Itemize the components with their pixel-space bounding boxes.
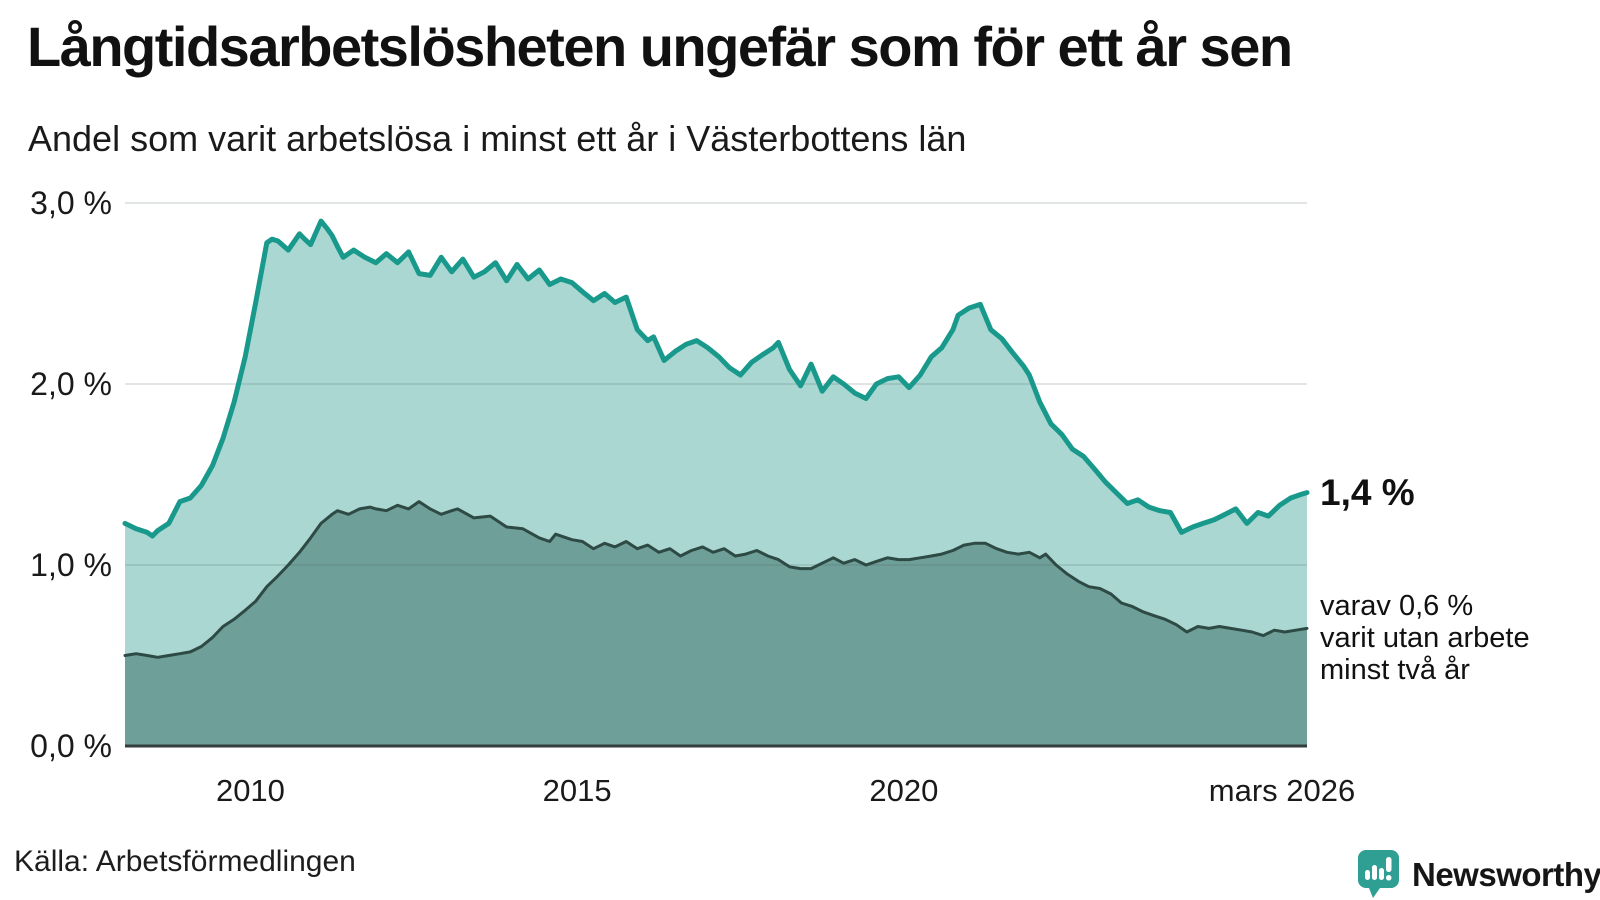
speech-bubble-shape [1358, 850, 1399, 898]
y-tick-label: 1,0 % [30, 547, 112, 583]
bar-3 [1379, 868, 1384, 880]
exclamation-dot [1386, 875, 1392, 881]
y-tick-label: 3,0 % [30, 185, 112, 221]
x-tick-label: 2015 [543, 773, 612, 808]
latest-value-label: 1,4 % [1320, 472, 1415, 513]
chart-subtitle: Andel som varit arbetslösa i minst ett å… [28, 118, 967, 159]
y-tick-label: 2,0 % [30, 366, 112, 402]
y-tick-label: 0,0 % [30, 728, 112, 764]
exclamation-bar [1386, 857, 1392, 872]
x-tick-label: 2010 [216, 773, 285, 808]
newsworthy-logo: Newsworthy [1358, 850, 1600, 898]
x-tick-label: mars 2026 [1209, 773, 1355, 808]
subseries-note: varav 0,6 % varit utan arbete minst två … [1320, 590, 1530, 686]
newsworthy-wordmark: Newsworthy [1412, 856, 1600, 893]
subseries-note-line-1: varav 0,6 % [1320, 590, 1474, 622]
series-line-two-years [123, 500, 1309, 659]
chart-title: Långtidsarbetslösheten ungefär som för e… [27, 15, 1293, 78]
series-area-two-years [125, 501, 1307, 746]
area-chart: 0,0 % 1,0 % 2,0 % 3,0 % 2010 2015 2020 mars 202… [30, 185, 1355, 808]
subseries-note-line-2: varit utan arbete [1320, 622, 1530, 654]
bar-1 [1365, 870, 1370, 880]
subseries-note-line-3: minst två år [1320, 654, 1470, 686]
x-tick-label: 2020 [869, 773, 938, 808]
series-line-one-year [122, 218, 1310, 539]
source-note: Källa: Arbetsförmedlingen [14, 845, 356, 878]
newsworthy-icon [1358, 850, 1399, 898]
bar-2 [1372, 865, 1377, 880]
